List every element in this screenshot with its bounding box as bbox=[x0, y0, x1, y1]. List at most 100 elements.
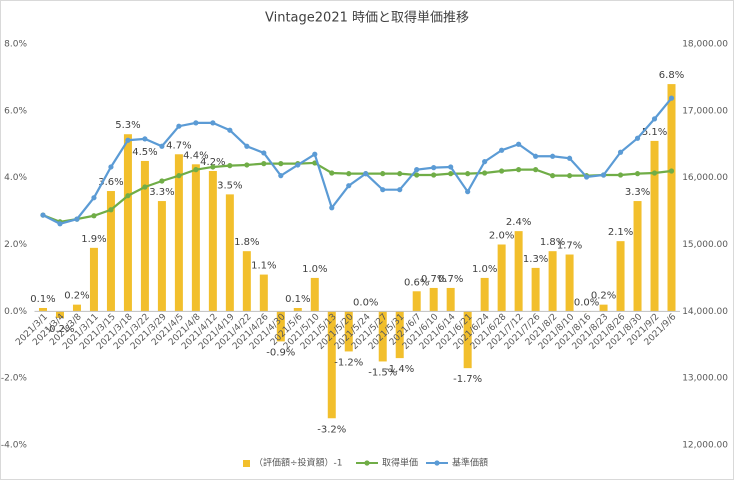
data-label: 0.7% bbox=[421, 274, 446, 285]
bar bbox=[616, 241, 625, 312]
line-point bbox=[346, 183, 352, 189]
line-point bbox=[414, 172, 420, 178]
bar bbox=[378, 311, 387, 362]
bar bbox=[123, 134, 132, 312]
data-label: 3.3% bbox=[625, 187, 650, 198]
data-label: 5.3% bbox=[115, 120, 140, 131]
data-label: -1.7% bbox=[453, 374, 482, 385]
line-point bbox=[600, 172, 607, 178]
line-point bbox=[159, 143, 165, 149]
y-tick-label: 6.0% bbox=[4, 106, 27, 116]
line-point bbox=[244, 162, 250, 168]
bar bbox=[650, 140, 659, 312]
bar bbox=[310, 277, 319, 312]
bar bbox=[157, 201, 166, 312]
line-point bbox=[617, 149, 624, 155]
bar bbox=[38, 307, 47, 312]
bar bbox=[72, 304, 81, 312]
line-point bbox=[549, 153, 556, 159]
line-point bbox=[193, 120, 199, 126]
line-point bbox=[566, 155, 573, 161]
data-label: -1.4% bbox=[385, 364, 414, 375]
line-point bbox=[566, 173, 573, 179]
data-label: 6.8% bbox=[659, 70, 684, 81]
data-label: 0.1% bbox=[285, 294, 310, 305]
line-point bbox=[159, 178, 165, 184]
line-point bbox=[482, 170, 488, 176]
line-point bbox=[499, 168, 505, 174]
y2-tick-label: 15,000.00 bbox=[682, 240, 728, 250]
line-point bbox=[516, 141, 522, 147]
data-label: 4.5% bbox=[132, 147, 157, 158]
line-point bbox=[329, 205, 335, 211]
line-point bbox=[108, 207, 114, 213]
line-point bbox=[397, 171, 403, 177]
line-point bbox=[465, 189, 471, 195]
line bbox=[42, 97, 673, 225]
data-label: 1.8% bbox=[540, 237, 565, 248]
bar bbox=[565, 254, 574, 312]
line-point bbox=[448, 164, 454, 170]
bar bbox=[106, 191, 115, 312]
bar bbox=[208, 170, 217, 312]
line-point bbox=[363, 171, 369, 177]
data-label: 1.0% bbox=[472, 264, 497, 275]
bar bbox=[259, 274, 268, 312]
line-point bbox=[193, 167, 199, 173]
data-label: 1.1% bbox=[251, 261, 276, 272]
line-point bbox=[634, 135, 641, 141]
data-label: -1.2% bbox=[334, 357, 363, 368]
line-point bbox=[261, 150, 267, 156]
line-point bbox=[227, 127, 233, 133]
data-label: 1.0% bbox=[302, 264, 327, 275]
data-label: 1.9% bbox=[81, 234, 106, 245]
bar bbox=[412, 291, 421, 312]
data-label: 2.0% bbox=[489, 231, 514, 242]
line-point bbox=[533, 153, 539, 159]
line-point bbox=[40, 212, 46, 218]
data-label: -1.5% bbox=[368, 367, 397, 378]
legend-label: 取得単価 bbox=[382, 457, 418, 469]
data-label: 1.3% bbox=[523, 254, 548, 265]
data-label: -3.2% bbox=[317, 424, 346, 435]
line-point bbox=[295, 162, 301, 168]
line-point bbox=[465, 171, 471, 177]
line-point bbox=[142, 136, 148, 142]
bar bbox=[667, 84, 676, 312]
data-label: -0.2% bbox=[45, 324, 74, 335]
data-label: 4.7% bbox=[166, 140, 191, 151]
bar bbox=[344, 311, 353, 352]
line-point bbox=[380, 171, 386, 177]
bar bbox=[242, 251, 251, 312]
bar bbox=[395, 311, 404, 359]
bar bbox=[55, 311, 64, 319]
line-point bbox=[74, 216, 80, 222]
bar bbox=[480, 277, 489, 312]
bar bbox=[514, 231, 523, 312]
data-label: 1.7% bbox=[557, 241, 582, 252]
y2-tick-label: 12,000.00 bbox=[682, 441, 728, 451]
bar bbox=[463, 311, 472, 369]
line-point bbox=[312, 151, 318, 157]
bar bbox=[633, 201, 642, 312]
line-point bbox=[499, 147, 505, 153]
data-label: 3.3% bbox=[149, 187, 174, 198]
data-label: 3.6% bbox=[98, 177, 123, 188]
bar bbox=[293, 307, 302, 312]
bar bbox=[531, 267, 540, 312]
data-label: 4.2% bbox=[200, 157, 225, 168]
bar bbox=[276, 311, 285, 342]
y2-tick-label: 14,000.00 bbox=[682, 307, 728, 317]
line-point bbox=[125, 137, 131, 143]
line-point bbox=[516, 167, 522, 173]
data-label: 0.7% bbox=[438, 274, 463, 285]
y-tick-label: -4.0% bbox=[1, 441, 28, 451]
data-label: 2.4% bbox=[506, 217, 531, 228]
y2-tick-label: 13,000.00 bbox=[682, 374, 728, 384]
y-tick-label: 0.0% bbox=[4, 307, 27, 317]
y2-tick-label: 18,000.00 bbox=[682, 40, 728, 50]
line-point bbox=[210, 120, 216, 126]
data-label: 0.0% bbox=[353, 297, 378, 308]
line-point bbox=[668, 168, 675, 174]
